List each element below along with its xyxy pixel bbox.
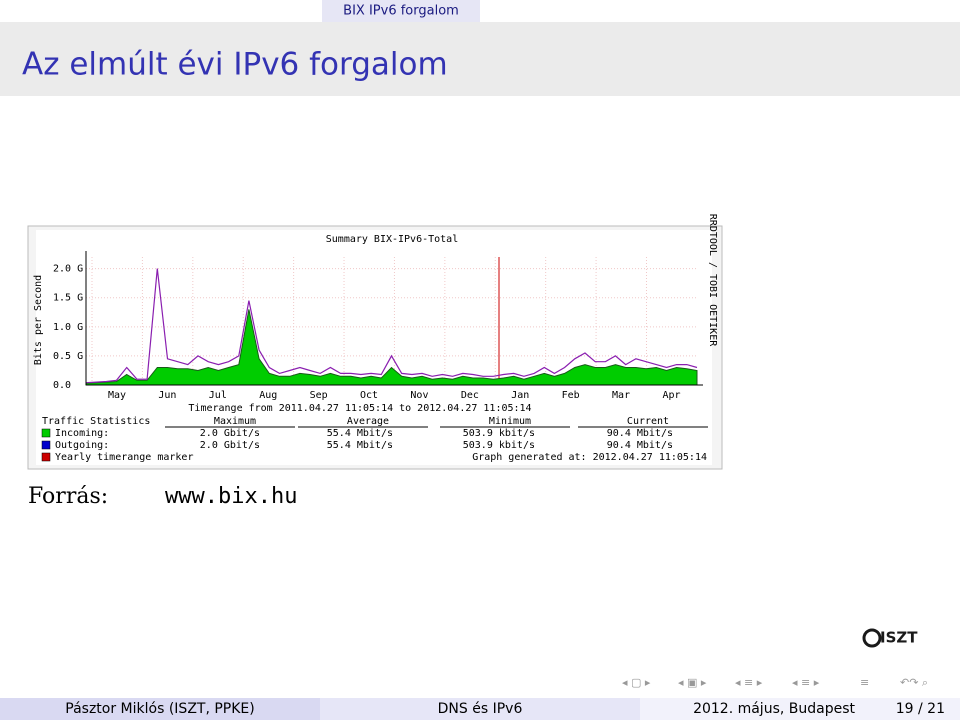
x-tick-label: Jun	[158, 390, 176, 401]
stats-cell: 503.9 kbit/s	[463, 428, 535, 439]
stats-header: Current	[627, 416, 669, 427]
stats-title: Traffic Statistics	[42, 416, 150, 427]
generated: Graph generated at: 2012.04.27 11:05:14	[472, 452, 707, 463]
stats-header: Minimum	[489, 416, 531, 427]
nav[interactable]: ◂ ≡ ▸	[735, 676, 763, 689]
legend-swatch	[41, 452, 51, 462]
timerange: Timerange from 2011.04.27 11:05:14 to 20…	[188, 403, 531, 414]
x-tick-label: Jan	[511, 390, 529, 401]
section-box	[322, 0, 480, 22]
nav[interactable]: ↶↷ ⌕	[900, 676, 928, 689]
title-bar	[0, 22, 960, 96]
logo: ISZT	[880, 629, 918, 647]
stats-table: Maximum Average Minimum Current Incoming: 2.0…	[41, 416, 708, 463]
legend-swatch	[41, 440, 51, 450]
outgoing-line	[85, 268, 698, 384]
x-tick-label: Feb	[562, 390, 580, 401]
side-label: RRDTOOL / TOBI OETIKER	[707, 214, 718, 347]
nav[interactable]: ◂ ▢ ▸	[622, 676, 651, 689]
logo-mark	[862, 628, 882, 648]
graph-canvas	[36, 230, 712, 465]
stats-cell: 2.0 Gbit/s	[200, 440, 260, 451]
y-axis-label: Bits per Second	[33, 275, 44, 365]
nav[interactable]: ◂ ≡ ▸	[792, 676, 820, 689]
nav-symbols: ◂ ▢ ▸ ◂ ▣ ▸ ◂ ≡ ▸ ◂ ≡ ▸ ≡ ↶↷ ⌕	[622, 676, 928, 689]
y-tick-label: 0.5 G	[53, 351, 83, 362]
stats-cell: 90.4 Mbit/s	[607, 428, 673, 439]
x-tick-label: Dec	[461, 390, 479, 401]
x-tick-label: Oct	[360, 390, 378, 401]
footer-author: Pásztor Miklós (ISZT, PPKE)	[65, 701, 254, 717]
graph-title: Summary BIX-IPv6-Total	[326, 234, 458, 245]
footer-mid	[320, 698, 640, 720]
footer-title: DNS és IPv6	[438, 701, 523, 717]
footer-right	[640, 698, 960, 720]
section-name: BIX IPv6 forgalom	[343, 4, 459, 19]
stats-cell: 55.4 Mbit/s	[327, 428, 393, 439]
plot: 0.0 0.5 G 1.0 G 1.5 G 2.0 G May Jun Jul Aug Sep Oc…	[53, 251, 703, 401]
legend-label: Outgoing:	[55, 440, 109, 451]
nav[interactable]: ◂ ▣ ▸	[678, 676, 707, 689]
stats-header: Average	[347, 416, 389, 427]
stats-cell: 55.4 Mbit/s	[327, 440, 393, 451]
y-tick-label: 1.5 G	[53, 293, 83, 304]
stats-cell: 503.9 kbit/s	[463, 440, 535, 451]
x-tick-label: Sep	[310, 390, 328, 401]
footer-page: 19 / 21	[896, 701, 945, 717]
x-tick-label: Jul	[209, 390, 227, 401]
footer-date: 2012. május, Budapest	[693, 701, 855, 717]
stats-cell: 2.0 Gbit/s	[200, 428, 260, 439]
legend-swatch	[41, 428, 51, 438]
y-tick-label: 2.0 G	[53, 264, 83, 275]
footer-left	[0, 698, 320, 720]
marker-label: Yearly timerange marker	[55, 452, 193, 463]
stats-cell: 90.4 Mbit/s	[607, 440, 673, 451]
source-label: Forrás:	[28, 484, 108, 509]
x-tick-label: Nov	[410, 390, 428, 401]
nav[interactable]: ≡	[860, 676, 869, 689]
x-tick-label: Mar	[612, 390, 630, 401]
x-tick-label: May	[108, 390, 126, 401]
slide-title: Az elmúlt évi IPv6 forgalom	[22, 47, 448, 83]
incoming-area	[85, 309, 698, 386]
y-tick-label: 1.0 G	[53, 322, 83, 333]
stats-header: Maximum	[214, 416, 256, 427]
y-tick-label: 0.0	[53, 380, 71, 391]
x-tick-label: Apr	[662, 390, 680, 401]
x-tick-label: Aug	[259, 390, 277, 401]
source-url: www.bix.hu	[165, 484, 297, 509]
legend-label: Incoming:	[55, 428, 109, 439]
